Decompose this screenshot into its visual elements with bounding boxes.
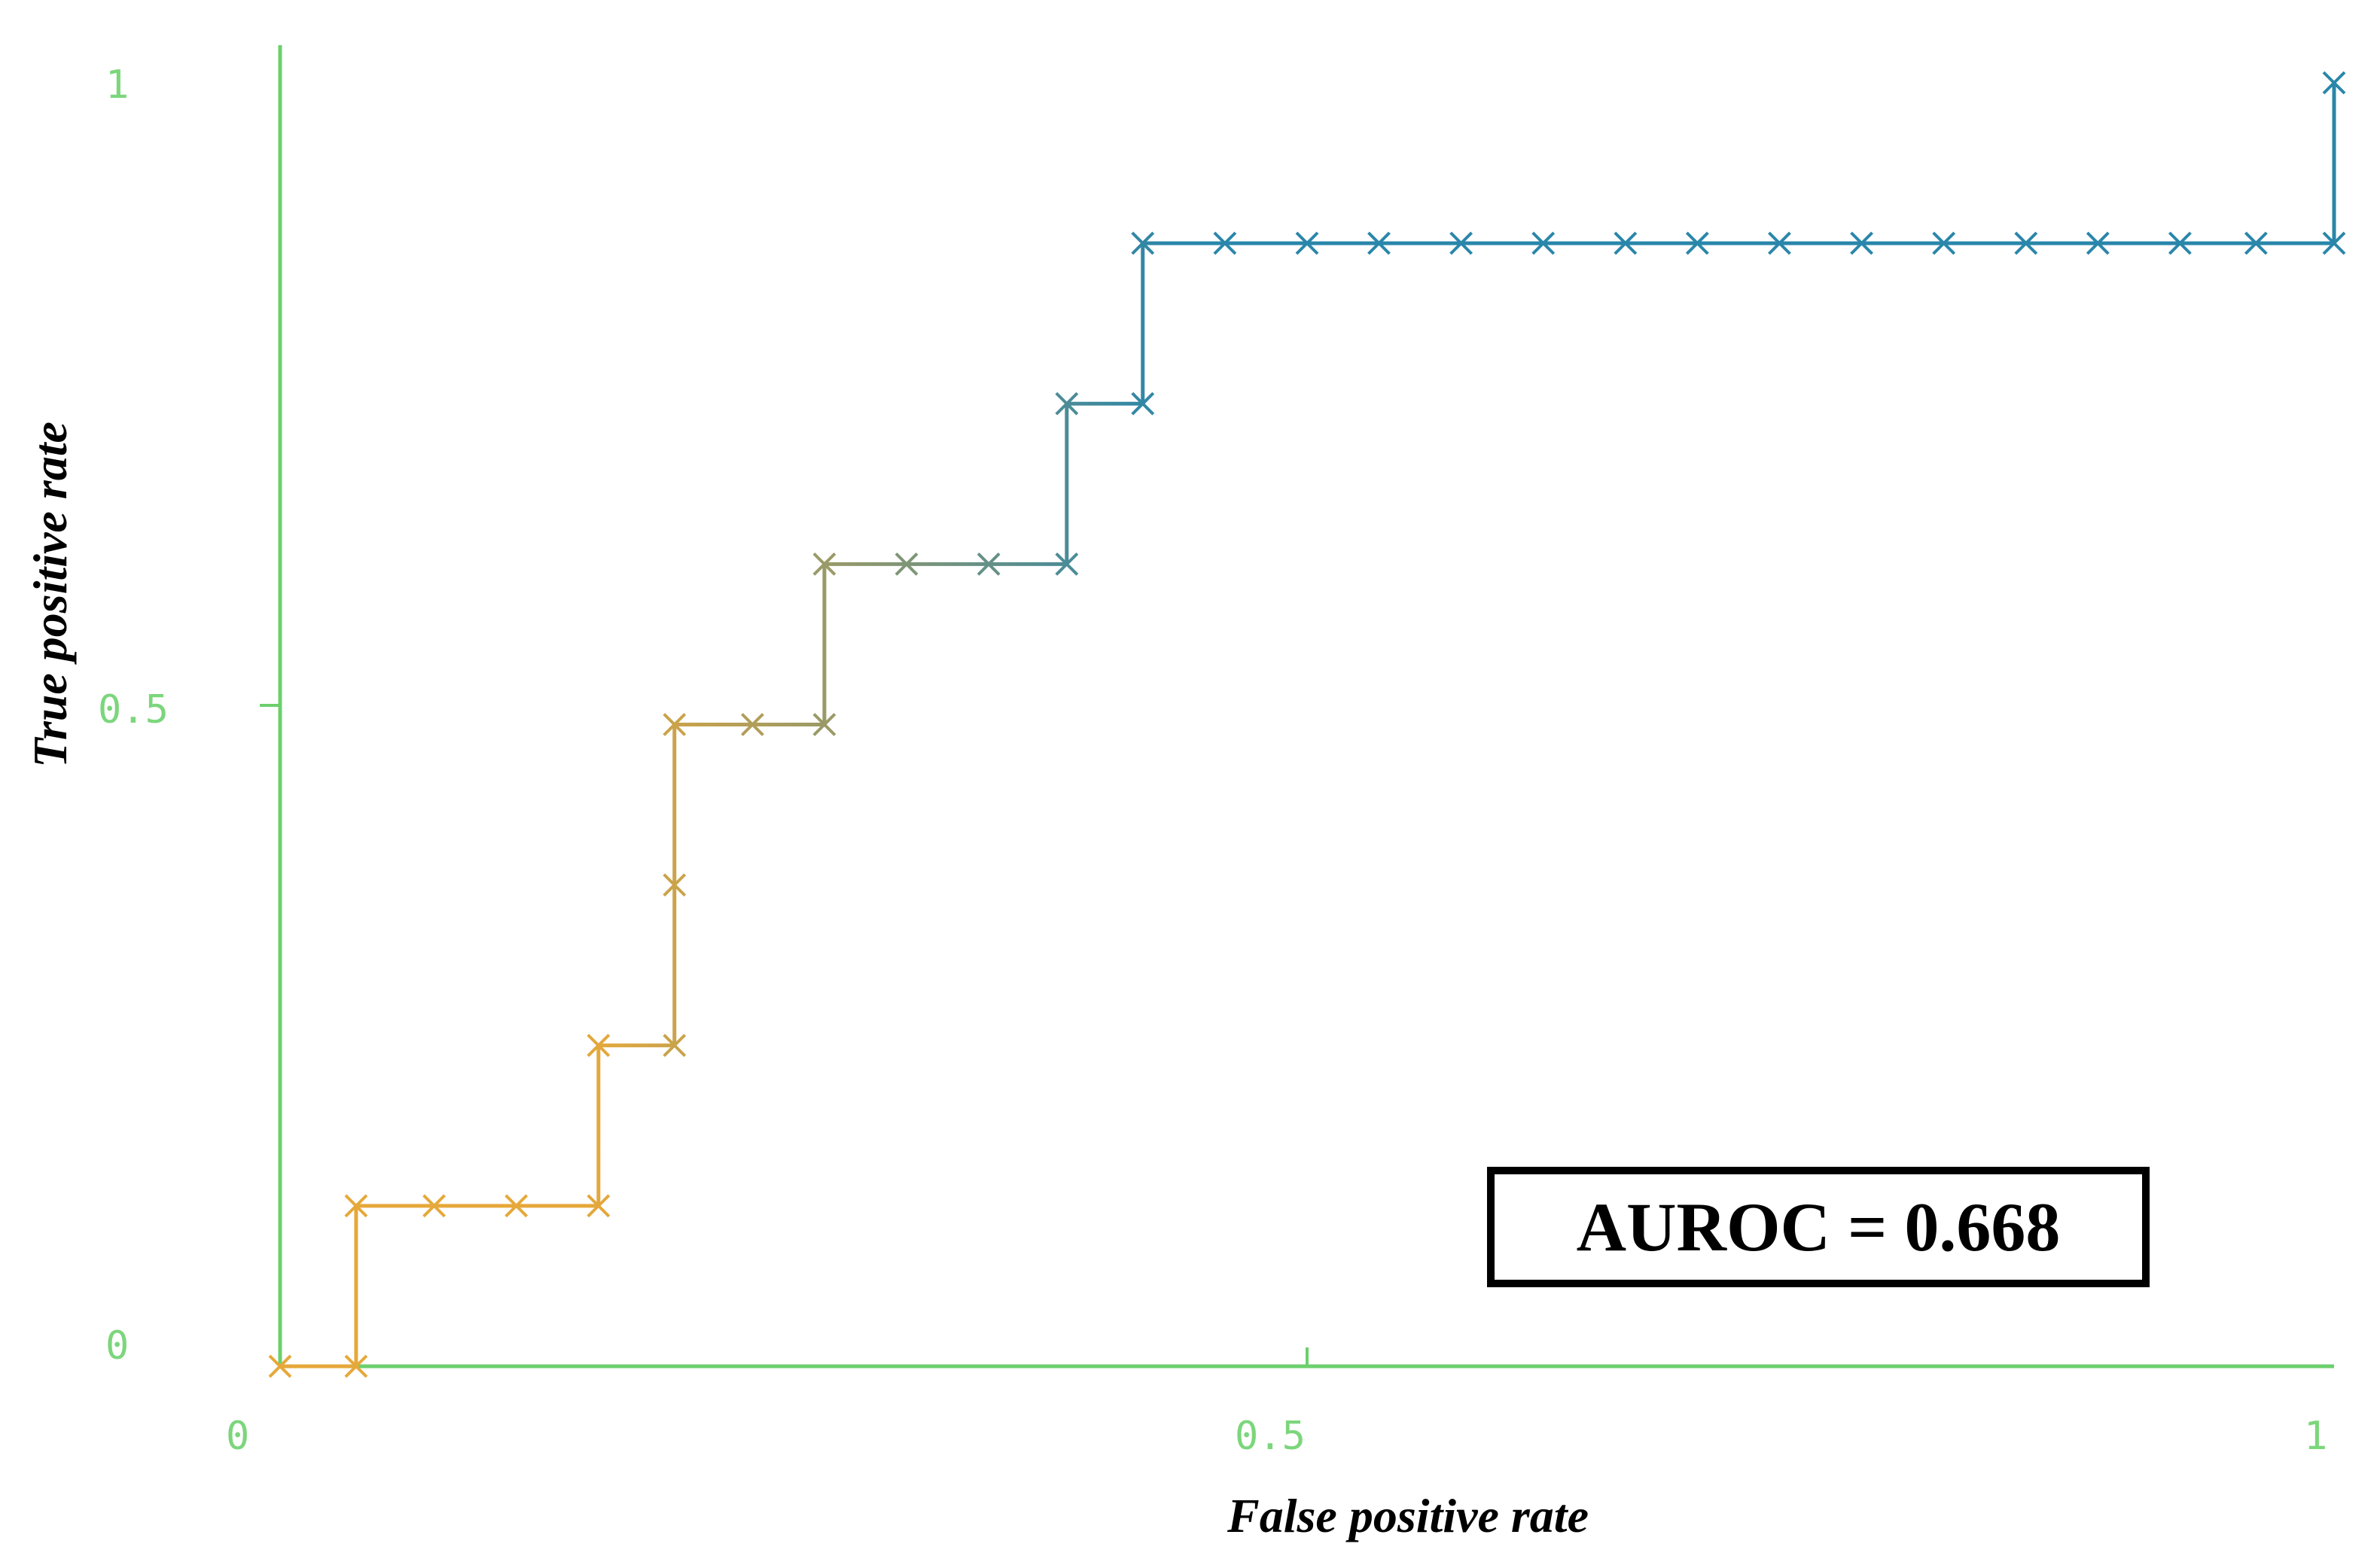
roc-point-marker bbox=[2014, 231, 2038, 255]
y-tick-label: 1 bbox=[105, 62, 129, 108]
roc-point-marker bbox=[2322, 71, 2346, 95]
roc-point-marker bbox=[587, 1194, 611, 1218]
roc-point-marker bbox=[1055, 391, 1079, 416]
roc-point-marker bbox=[1685, 231, 1709, 255]
roc-point-marker bbox=[2168, 231, 2192, 255]
roc-point-marker bbox=[2086, 231, 2110, 255]
roc-point-marker bbox=[2322, 231, 2346, 255]
roc-point-marker bbox=[1367, 231, 1391, 255]
roc-point-marker bbox=[663, 713, 687, 736]
roc-point-marker bbox=[1213, 231, 1237, 255]
roc-point-marker bbox=[1131, 391, 1155, 416]
roc-curve-group bbox=[268, 71, 2346, 1378]
roc-point-marker bbox=[1614, 231, 1638, 255]
roc-point-marker bbox=[1449, 231, 1473, 255]
roc-point-marker bbox=[1850, 231, 1873, 255]
x-axis-title: False positive rate bbox=[1227, 1489, 1589, 1542]
roc-point-marker bbox=[977, 552, 1001, 576]
roc-point-marker bbox=[663, 873, 687, 897]
roc-point-marker bbox=[1932, 231, 1956, 255]
auroc-annotation: AUROC = 0.668 bbox=[1487, 1167, 2150, 1287]
roc-point-marker bbox=[1131, 231, 1155, 255]
roc-point-marker bbox=[741, 713, 764, 736]
y-tick-label: 0.5 bbox=[98, 687, 169, 732]
roc-point-marker bbox=[422, 1194, 446, 1218]
roc-point-marker bbox=[587, 1034, 611, 1058]
y-tick-label: 0 bbox=[105, 1323, 129, 1369]
x-tick-label: 1 bbox=[2304, 1414, 2327, 1459]
roc-point-marker bbox=[1768, 231, 1791, 255]
roc-point-marker bbox=[504, 1194, 529, 1218]
roc-point-marker bbox=[812, 713, 837, 736]
roc-point-marker bbox=[1055, 552, 1079, 576]
roc-point-marker bbox=[1295, 231, 1319, 255]
roc-point-marker bbox=[1531, 231, 1556, 255]
x-tick-label: 0.5 bbox=[1235, 1414, 1306, 1459]
roc-point-marker bbox=[344, 1194, 368, 1218]
x-tick-label: 0 bbox=[226, 1414, 249, 1459]
roc-point-marker bbox=[894, 552, 919, 576]
roc-point-marker bbox=[812, 552, 837, 576]
roc-point-marker bbox=[344, 1354, 368, 1378]
roc-point-marker bbox=[2244, 231, 2268, 255]
roc-point-marker bbox=[663, 1034, 687, 1058]
roc-point-marker bbox=[268, 1354, 292, 1378]
y-axis-title: True positive rate bbox=[23, 422, 77, 768]
